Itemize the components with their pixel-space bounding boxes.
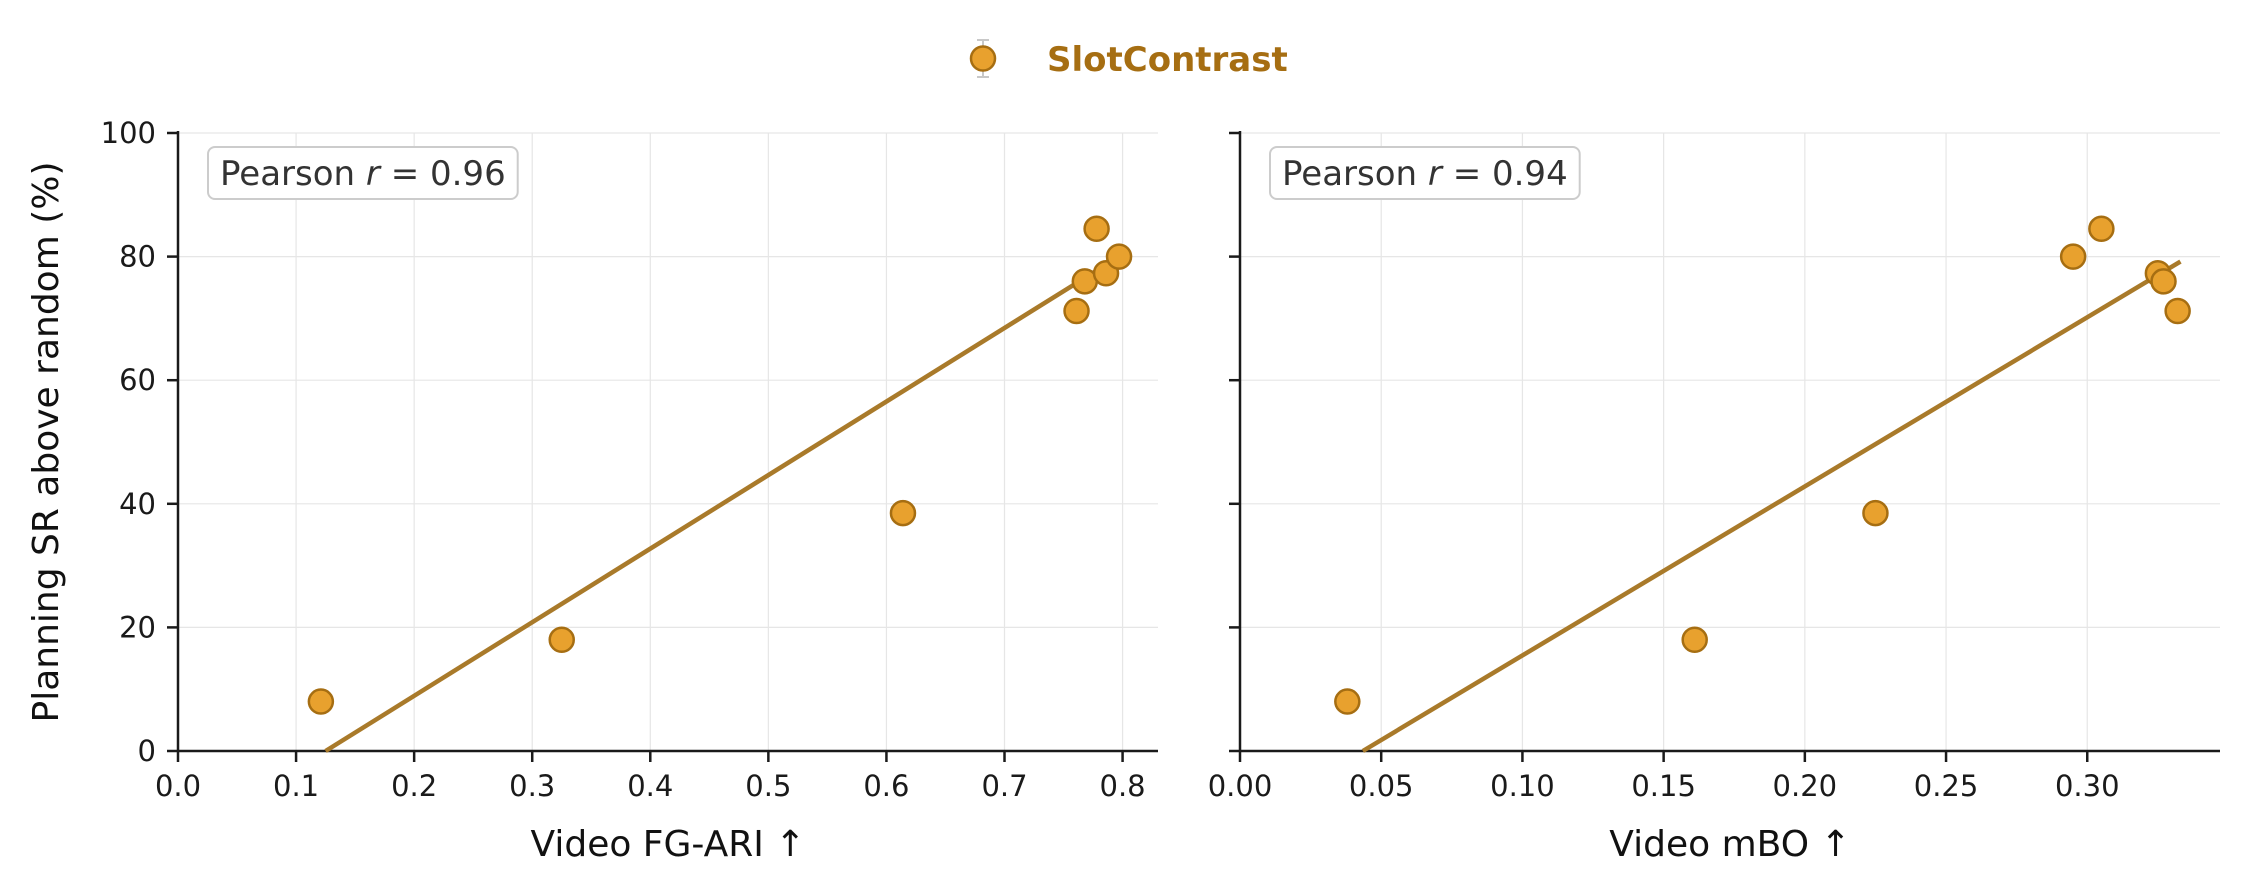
x-tick-label: 0.15 (1631, 769, 1696, 803)
annotation-text: Pearson r = 0.94 (1282, 154, 1568, 194)
x-tick-label: 0.00 (1208, 769, 1273, 803)
x-axis-label: Video mBO ↑ (1609, 824, 1850, 865)
x-tick-label: 0.6 (863, 769, 909, 803)
y-axis-label: Planning SR above random (%) (26, 161, 67, 722)
x-tick-label: 0.25 (1914, 769, 1979, 803)
x-tick-label: 0.8 (1100, 769, 1146, 803)
data-point (307, 688, 335, 715)
annotation-box (1269, 146, 1581, 200)
y-tick-label: 60 (119, 363, 156, 397)
y-tick-label: 20 (119, 610, 156, 644)
x-tick-label: 0.3 (509, 769, 555, 803)
legend: SlotContrast (969, 39, 1288, 80)
y-tick-label: 100 (101, 116, 156, 150)
x-tick-label: 0.5 (745, 769, 791, 803)
x-tick-label: 0.2 (391, 769, 437, 803)
x-tick-label: 0.30 (2055, 769, 2120, 803)
x-tick-label: 0.0 (155, 769, 201, 803)
x-tick-label: 0.1 (273, 769, 319, 803)
data-point (889, 499, 917, 527)
data-point (2059, 243, 2087, 270)
data-point (1105, 243, 1133, 270)
y-tick-label: 0 (138, 734, 156, 768)
y-tick-label: 40 (119, 487, 156, 521)
annotation-text: Pearson r = 0.96 (220, 154, 506, 194)
regression-line (1361, 259, 2182, 753)
x-tick-label: 0.20 (1773, 769, 1838, 803)
data-point (2164, 297, 2191, 325)
x-tick-label: 0.7 (981, 769, 1027, 803)
data-point (1681, 626, 1708, 654)
y-tick-label: 80 (119, 240, 156, 274)
data-point (2088, 215, 2115, 243)
panel-mbo: 0.00 0.05 0.10 0.15 0.20 0.25 0.30 Video mBO ↑ P… (1208, 131, 2220, 865)
data-point (1862, 499, 1889, 527)
annotation-box (207, 146, 519, 200)
x-axis-label: Video FG-ARI ↑ (531, 824, 806, 865)
regression-line (324, 254, 1121, 753)
panel-fg-ari: 0.0 0.1 0.2 0.3 0.4 0.5 0.6 0.7 0.8 0 20 40 60 80 100 V… (101, 116, 1158, 865)
x-tick-label: 0.4 (627, 769, 673, 803)
pearson-annotation: Pearson r = 0.94 (1269, 146, 1581, 200)
legend-marker-icon (969, 45, 997, 72)
x-tick-label: 0.05 (1349, 769, 1414, 803)
data-point (1083, 215, 1110, 243)
data-point (548, 626, 575, 654)
pearson-annotation: Pearson r = 0.96 (207, 146, 519, 200)
x-tick-label: 0.10 (1490, 769, 1555, 803)
legend-label: SlotContrast (1047, 40, 1288, 80)
data-point (1334, 688, 1361, 715)
data-point (2150, 268, 2177, 295)
data-point (1063, 297, 1090, 325)
